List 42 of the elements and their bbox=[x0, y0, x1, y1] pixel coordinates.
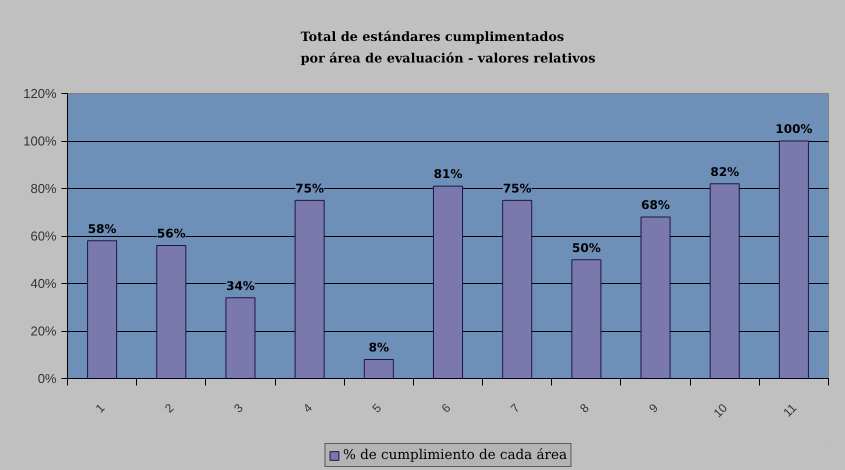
x-tick-label: 5 bbox=[370, 400, 384, 416]
bar bbox=[294, 200, 325, 378]
data-label: 75% bbox=[295, 181, 324, 196]
y-tick-label: 120% bbox=[23, 86, 57, 101]
data-label: 58% bbox=[88, 222, 116, 236]
bar bbox=[502, 200, 532, 378]
data-label: 8% bbox=[368, 340, 390, 354]
legend-label: % de cumplimiento de cada área bbox=[342, 447, 568, 463]
y-tick-label: 40% bbox=[30, 276, 57, 291]
data-label: 82% bbox=[710, 164, 740, 179]
data-label: 56% bbox=[156, 226, 186, 240]
y-tick-label: 100% bbox=[23, 134, 57, 148]
data-label: 81% bbox=[434, 167, 462, 182]
x-tick-label: 10 bbox=[710, 400, 730, 420]
bar bbox=[710, 183, 740, 378]
x-tick-label: 1 bbox=[92, 400, 108, 416]
bar bbox=[640, 216, 671, 378]
x-tick-label: 11 bbox=[780, 400, 800, 420]
x-tick-label: 4 bbox=[300, 400, 316, 416]
data-label: 75% bbox=[502, 181, 532, 196]
chart-title: Total de estándares cumplimentados por área de evaluación - valores relativos bbox=[300, 30, 596, 66]
bar bbox=[364, 359, 394, 378]
y-tick-label: 0% bbox=[38, 371, 57, 386]
x-tick-label: 2 bbox=[162, 400, 177, 416]
x-tick-label: 6 bbox=[438, 400, 454, 416]
data-label: 50% bbox=[572, 240, 601, 255]
x-tick-label: 8 bbox=[577, 400, 592, 416]
y-tick-label: 60% bbox=[30, 228, 57, 244]
y-tick-label: 20% bbox=[30, 324, 57, 338]
bar bbox=[778, 140, 809, 378]
y-tick-label: 80% bbox=[30, 181, 57, 196]
x-tick-label: 7 bbox=[508, 400, 523, 416]
x-tick-label: 9 bbox=[646, 400, 662, 416]
x-tick-label: 3 bbox=[231, 400, 246, 416]
bar bbox=[156, 245, 186, 378]
bar bbox=[87, 240, 118, 378]
bar bbox=[225, 297, 256, 378]
bar bbox=[432, 186, 464, 378]
data-label: 34% bbox=[226, 278, 255, 293]
data-label: 68% bbox=[641, 198, 670, 212]
data-label: 100% bbox=[775, 122, 812, 136]
bar bbox=[571, 259, 602, 378]
